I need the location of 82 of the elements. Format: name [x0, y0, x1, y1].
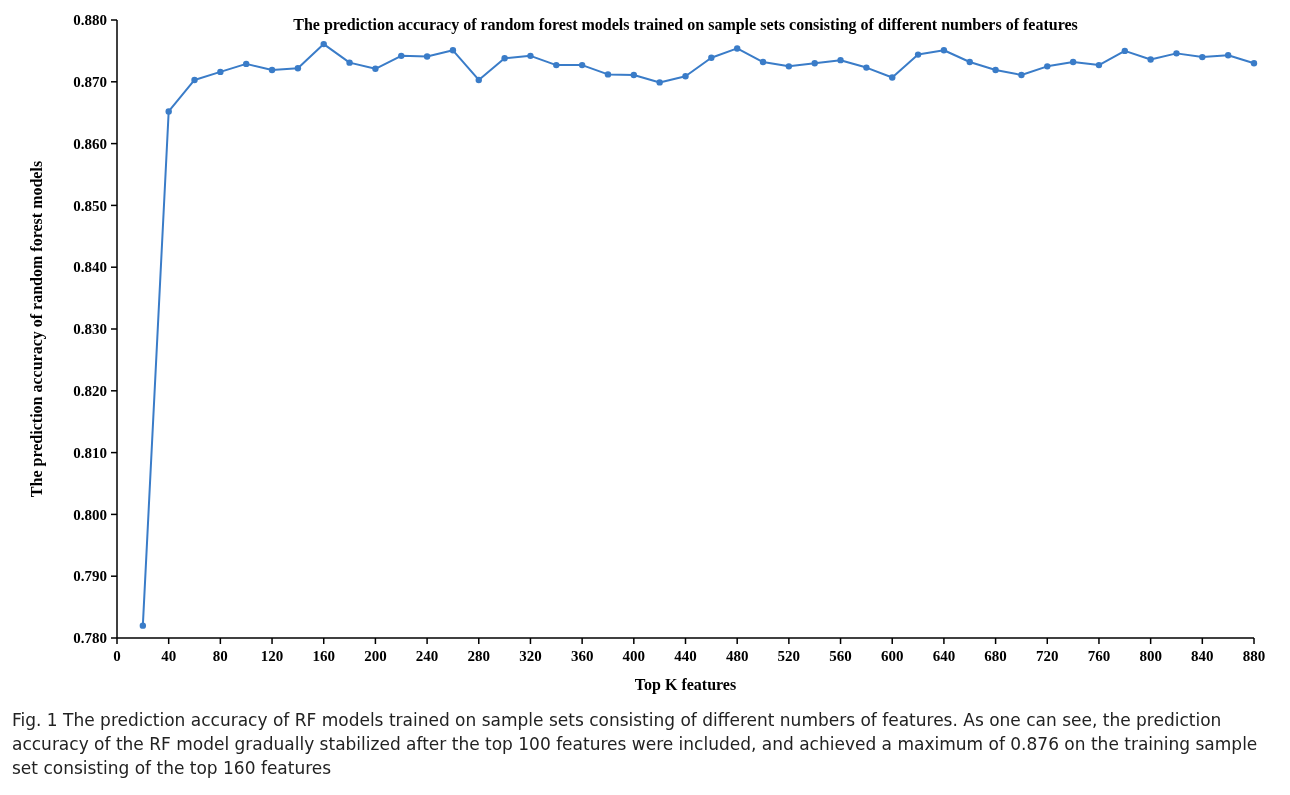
point — [423, 53, 431, 60]
point — [527, 52, 534, 60]
y-tick-label: 0.780 — [73, 630, 107, 647]
point — [1018, 71, 1025, 79]
point — [217, 68, 224, 76]
x-tick-label: 80 — [212, 648, 228, 664]
x-tick-label: 800 — [1139, 648, 1162, 664]
point — [837, 56, 844, 64]
x-tick-label: 160 — [312, 648, 335, 664]
point — [1173, 50, 1180, 57]
y-tick-label: 0.790 — [73, 568, 107, 585]
chart-title: The prediction accuracy of random forest models trained on sample sets consisting of different numbers of features — [293, 16, 1078, 34]
point — [165, 108, 172, 115]
y-axis-title: The prediction accuracy of random forest models — [28, 160, 46, 498]
y-tick-label: 0.810 — [73, 444, 107, 461]
x-tick-label: 200 — [364, 648, 387, 664]
point — [863, 64, 870, 71]
point — [372, 65, 379, 73]
y-tick-label: 0.830 — [73, 321, 107, 338]
point — [294, 65, 302, 72]
x-tick-label: 720 — [1036, 648, 1059, 664]
point — [940, 47, 948, 54]
y-tick-label: 0.820 — [73, 383, 107, 400]
point — [578, 61, 586, 69]
point — [656, 79, 663, 86]
x-tick-label: 360 — [570, 648, 594, 664]
x-tick-label: 520 — [777, 648, 801, 664]
x-tick-label: 40 — [161, 648, 177, 664]
x-tick-label: 0 — [113, 648, 121, 664]
point — [1069, 58, 1077, 66]
x-tick-label: 880 — [1242, 648, 1266, 664]
point — [733, 45, 741, 52]
point — [1250, 60, 1258, 67]
y-tick-label: 0.840 — [73, 259, 107, 276]
point — [398, 52, 405, 60]
point — [449, 47, 457, 54]
point — [966, 58, 973, 66]
x-tick-label: 280 — [467, 648, 491, 664]
point — [992, 66, 999, 74]
point — [759, 58, 767, 66]
point — [243, 60, 250, 68]
point — [682, 73, 689, 80]
y-tick-label: 0.860 — [73, 135, 107, 152]
point — [346, 59, 353, 66]
point — [1199, 53, 1206, 61]
point — [811, 60, 818, 67]
point — [1121, 47, 1128, 55]
y-tick-label: 0.800 — [73, 506, 107, 523]
point — [139, 622, 147, 629]
caption: Fig. 1 The prediction accuracy of RF models trained on sample sets consisting of different numbers of features. As one can see, the prediction accuracy of the RF model gradually stabilized after the top 100 features were included, and achieved a maximum of 0.876 on the training sample set consisting of the top 160 features — [11, 709, 1259, 780]
x-tick-label: 480 — [725, 648, 749, 664]
point — [708, 54, 715, 61]
x-tick-label: 440 — [674, 648, 697, 664]
x-tick-label: 840 — [1191, 648, 1214, 664]
point — [1095, 61, 1103, 69]
point — [501, 55, 508, 62]
x-tick-label: 240 — [415, 648, 439, 664]
point — [630, 71, 638, 79]
point — [1224, 52, 1232, 59]
x-tick-label: 400 — [622, 648, 646, 664]
point — [914, 51, 922, 58]
y-tick-label: 0.850 — [73, 197, 107, 214]
point — [604, 71, 612, 78]
x-tick-label: 600 — [880, 648, 904, 664]
point — [553, 61, 560, 69]
x-tick-label: 320 — [519, 648, 542, 664]
point — [1044, 63, 1051, 70]
point — [889, 74, 896, 81]
x-tick-label: 760 — [1087, 648, 1111, 664]
x-tick-label: 120 — [260, 648, 284, 664]
x-tick-label: 640 — [932, 648, 956, 664]
x-axis-title: Top K features — [634, 676, 737, 694]
point — [1147, 56, 1154, 63]
point — [785, 63, 793, 70]
point — [320, 40, 327, 48]
x-tick-label: 560 — [829, 648, 852, 664]
y-tick-label: 0.870 — [73, 74, 107, 91]
point — [268, 66, 276, 74]
x-tick-label: 680 — [984, 648, 1007, 664]
point — [475, 76, 482, 84]
point — [191, 76, 198, 84]
y-tick-label: 0.880 — [73, 12, 107, 29]
